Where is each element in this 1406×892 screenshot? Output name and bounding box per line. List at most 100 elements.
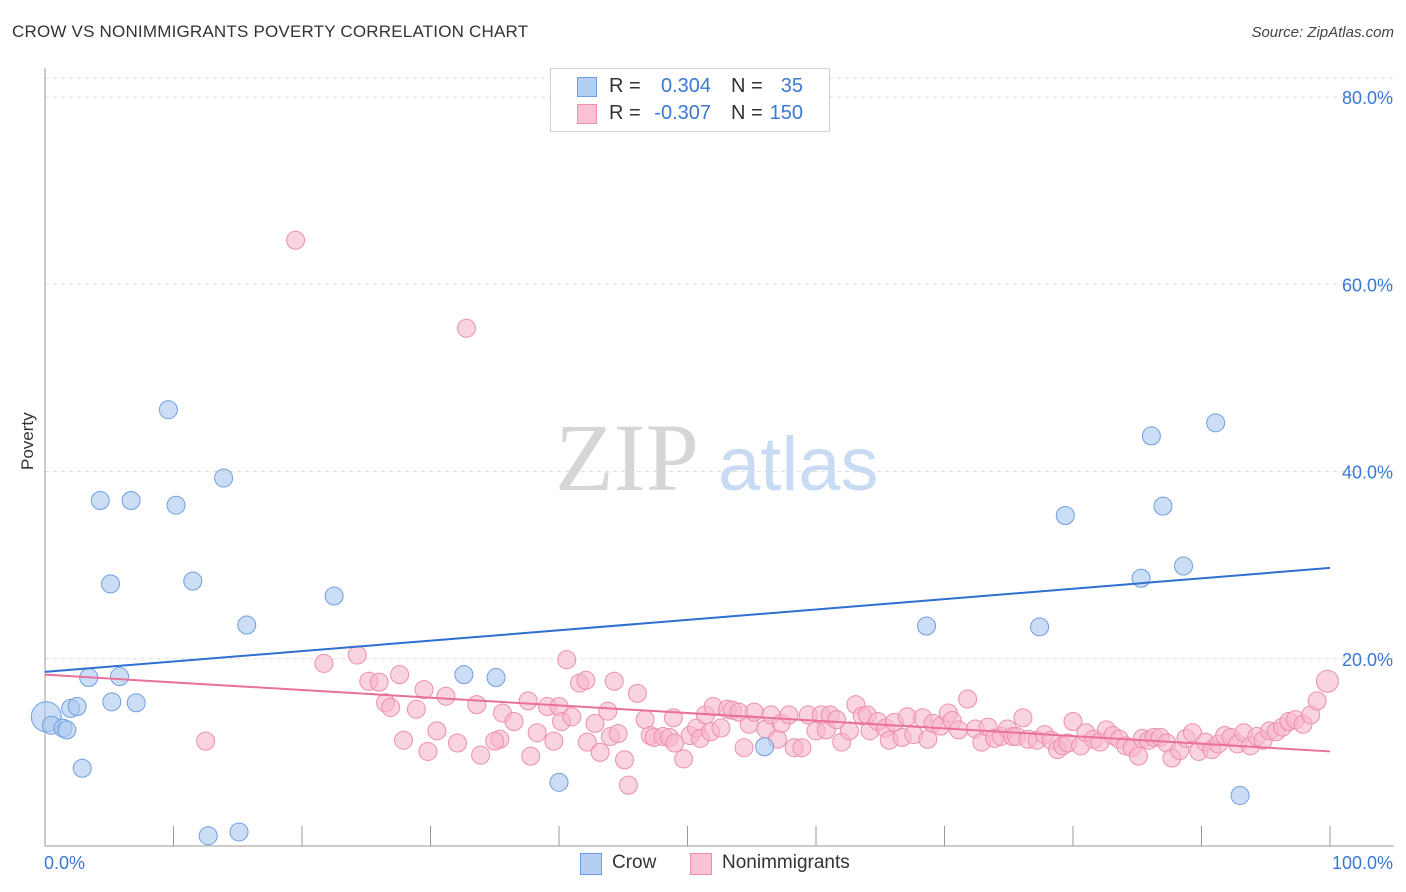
nonimmigrants-point xyxy=(196,731,216,751)
nonimmigrants-swatch xyxy=(577,104,597,124)
crow-point xyxy=(121,491,141,511)
source-credit: Source: ZipAtlas.com xyxy=(1251,24,1394,41)
crow-point xyxy=(57,720,77,740)
crow-point xyxy=(237,615,257,635)
nonimmigrants-point xyxy=(347,645,367,665)
y-tick-label: 80.0% xyxy=(1342,88,1393,108)
nonimmigrants-point xyxy=(544,731,564,751)
gridlines xyxy=(45,77,1394,660)
x-tick-label: 0.0% xyxy=(44,853,85,873)
nonimmigrants-point xyxy=(557,650,577,670)
crow-point xyxy=(454,665,474,685)
crow-point xyxy=(110,667,130,687)
crow-point xyxy=(101,574,121,594)
nonimmigrants-point xyxy=(958,689,978,709)
crow-point xyxy=(486,667,506,687)
crow-point xyxy=(183,571,203,591)
nonimmigrants-point xyxy=(518,691,538,711)
nonimmigrants-point xyxy=(618,775,638,795)
nonimmigrants-point xyxy=(674,749,694,769)
nonimmigrants-point xyxy=(627,683,647,703)
crow-point xyxy=(324,586,344,606)
nonimmigrants-point xyxy=(369,672,389,692)
nonimmigrants-point xyxy=(1063,711,1083,731)
data-points xyxy=(30,230,1339,846)
nonimmigrants-point xyxy=(604,671,624,691)
n-label: N = xyxy=(731,75,763,97)
crow-point xyxy=(1141,426,1161,446)
crow-point xyxy=(549,772,569,792)
nonimmigrants-point xyxy=(1129,746,1149,766)
nonimmigrants-label: Nonimmigrants xyxy=(722,852,850,873)
crow-point xyxy=(1030,617,1050,637)
crow-point xyxy=(1206,413,1226,433)
nonimmigrants-point xyxy=(427,721,447,741)
nonimmigrants-point xyxy=(615,750,635,770)
nonimmigrants-point xyxy=(418,741,438,761)
crow-point xyxy=(166,495,186,515)
watermark-atlas: atlas xyxy=(718,422,879,507)
nonimmigrants-point xyxy=(711,718,731,738)
nonimmigrants-point xyxy=(827,710,847,730)
crow-point xyxy=(917,616,937,636)
nonimmigrants-point xyxy=(839,721,859,741)
nonimmigrants-point xyxy=(576,670,596,690)
nonimmigrants-point xyxy=(585,713,605,733)
nonimmigrants-point xyxy=(381,697,401,717)
crow-point xyxy=(67,696,87,716)
nonimmigrants-point xyxy=(598,701,618,721)
crow-point xyxy=(1174,556,1194,576)
nonimmigrants-point xyxy=(562,707,582,727)
r-label: R = xyxy=(609,75,641,97)
nonimmigrants-swatch xyxy=(690,853,712,875)
nonimmigrants-point xyxy=(447,733,467,753)
crow-point xyxy=(102,692,122,712)
nonimmigrants-trend-line xyxy=(44,673,1331,753)
n-label: N = xyxy=(731,102,763,124)
crow-point xyxy=(214,468,234,488)
crow-point xyxy=(1153,496,1173,516)
chart-title: CROW VS NONIMMIGRANTS POVERTY CORRELATIO… xyxy=(12,22,529,41)
nonimmigrants-point xyxy=(577,732,597,752)
crow-point xyxy=(126,693,146,713)
crow-point xyxy=(229,822,249,842)
nonimmigrants-point xyxy=(471,745,491,765)
crow-point xyxy=(90,491,110,511)
crow-swatch xyxy=(577,77,597,97)
crow-trend-line xyxy=(44,566,1331,673)
nonimmigrants-point xyxy=(521,746,541,766)
crow-point xyxy=(158,400,178,420)
r-label: R = xyxy=(609,102,641,124)
correlation-legend: R = 0.304 N = 35 R = -0.307 N = 150 xyxy=(550,68,830,132)
n-value: 35 xyxy=(780,75,803,97)
x-tick-label: 100.0% xyxy=(1332,853,1393,873)
crow-point xyxy=(1230,785,1250,805)
crow-swatch xyxy=(580,853,602,875)
nonimmigrants-point xyxy=(608,724,628,744)
r-value: -0.307 xyxy=(654,102,711,124)
axes xyxy=(44,68,1394,847)
nonimmigrants-point xyxy=(504,711,524,731)
watermark-zip: ZIP xyxy=(555,404,699,511)
trend-lines xyxy=(44,566,1331,753)
nonimmigrants-point xyxy=(414,680,434,700)
nonimmigrants-point xyxy=(665,733,685,753)
nonimmigrants-point xyxy=(314,653,334,673)
nonimmigrants-point xyxy=(792,738,812,758)
nonimmigrants-point xyxy=(467,695,487,715)
nonimmigrants-point xyxy=(436,686,456,706)
nonimmigrants-point xyxy=(485,731,505,751)
y-tick-label: 60.0% xyxy=(1342,275,1393,295)
nonimmigrants-point xyxy=(1183,723,1203,743)
nonimmigrants-point xyxy=(286,230,306,250)
nonimmigrants-point xyxy=(456,318,476,338)
nonimmigrants-point xyxy=(527,723,547,743)
y-tick-label: 40.0% xyxy=(1342,463,1393,483)
nonimmigrants-point xyxy=(590,742,610,762)
nonimmigrants-point xyxy=(406,699,426,719)
crow-point xyxy=(1055,506,1075,526)
nonimmigrants-point xyxy=(1013,708,1033,728)
nonimmigrants-point xyxy=(635,710,655,730)
nonimmigrants-point xyxy=(1307,691,1327,711)
